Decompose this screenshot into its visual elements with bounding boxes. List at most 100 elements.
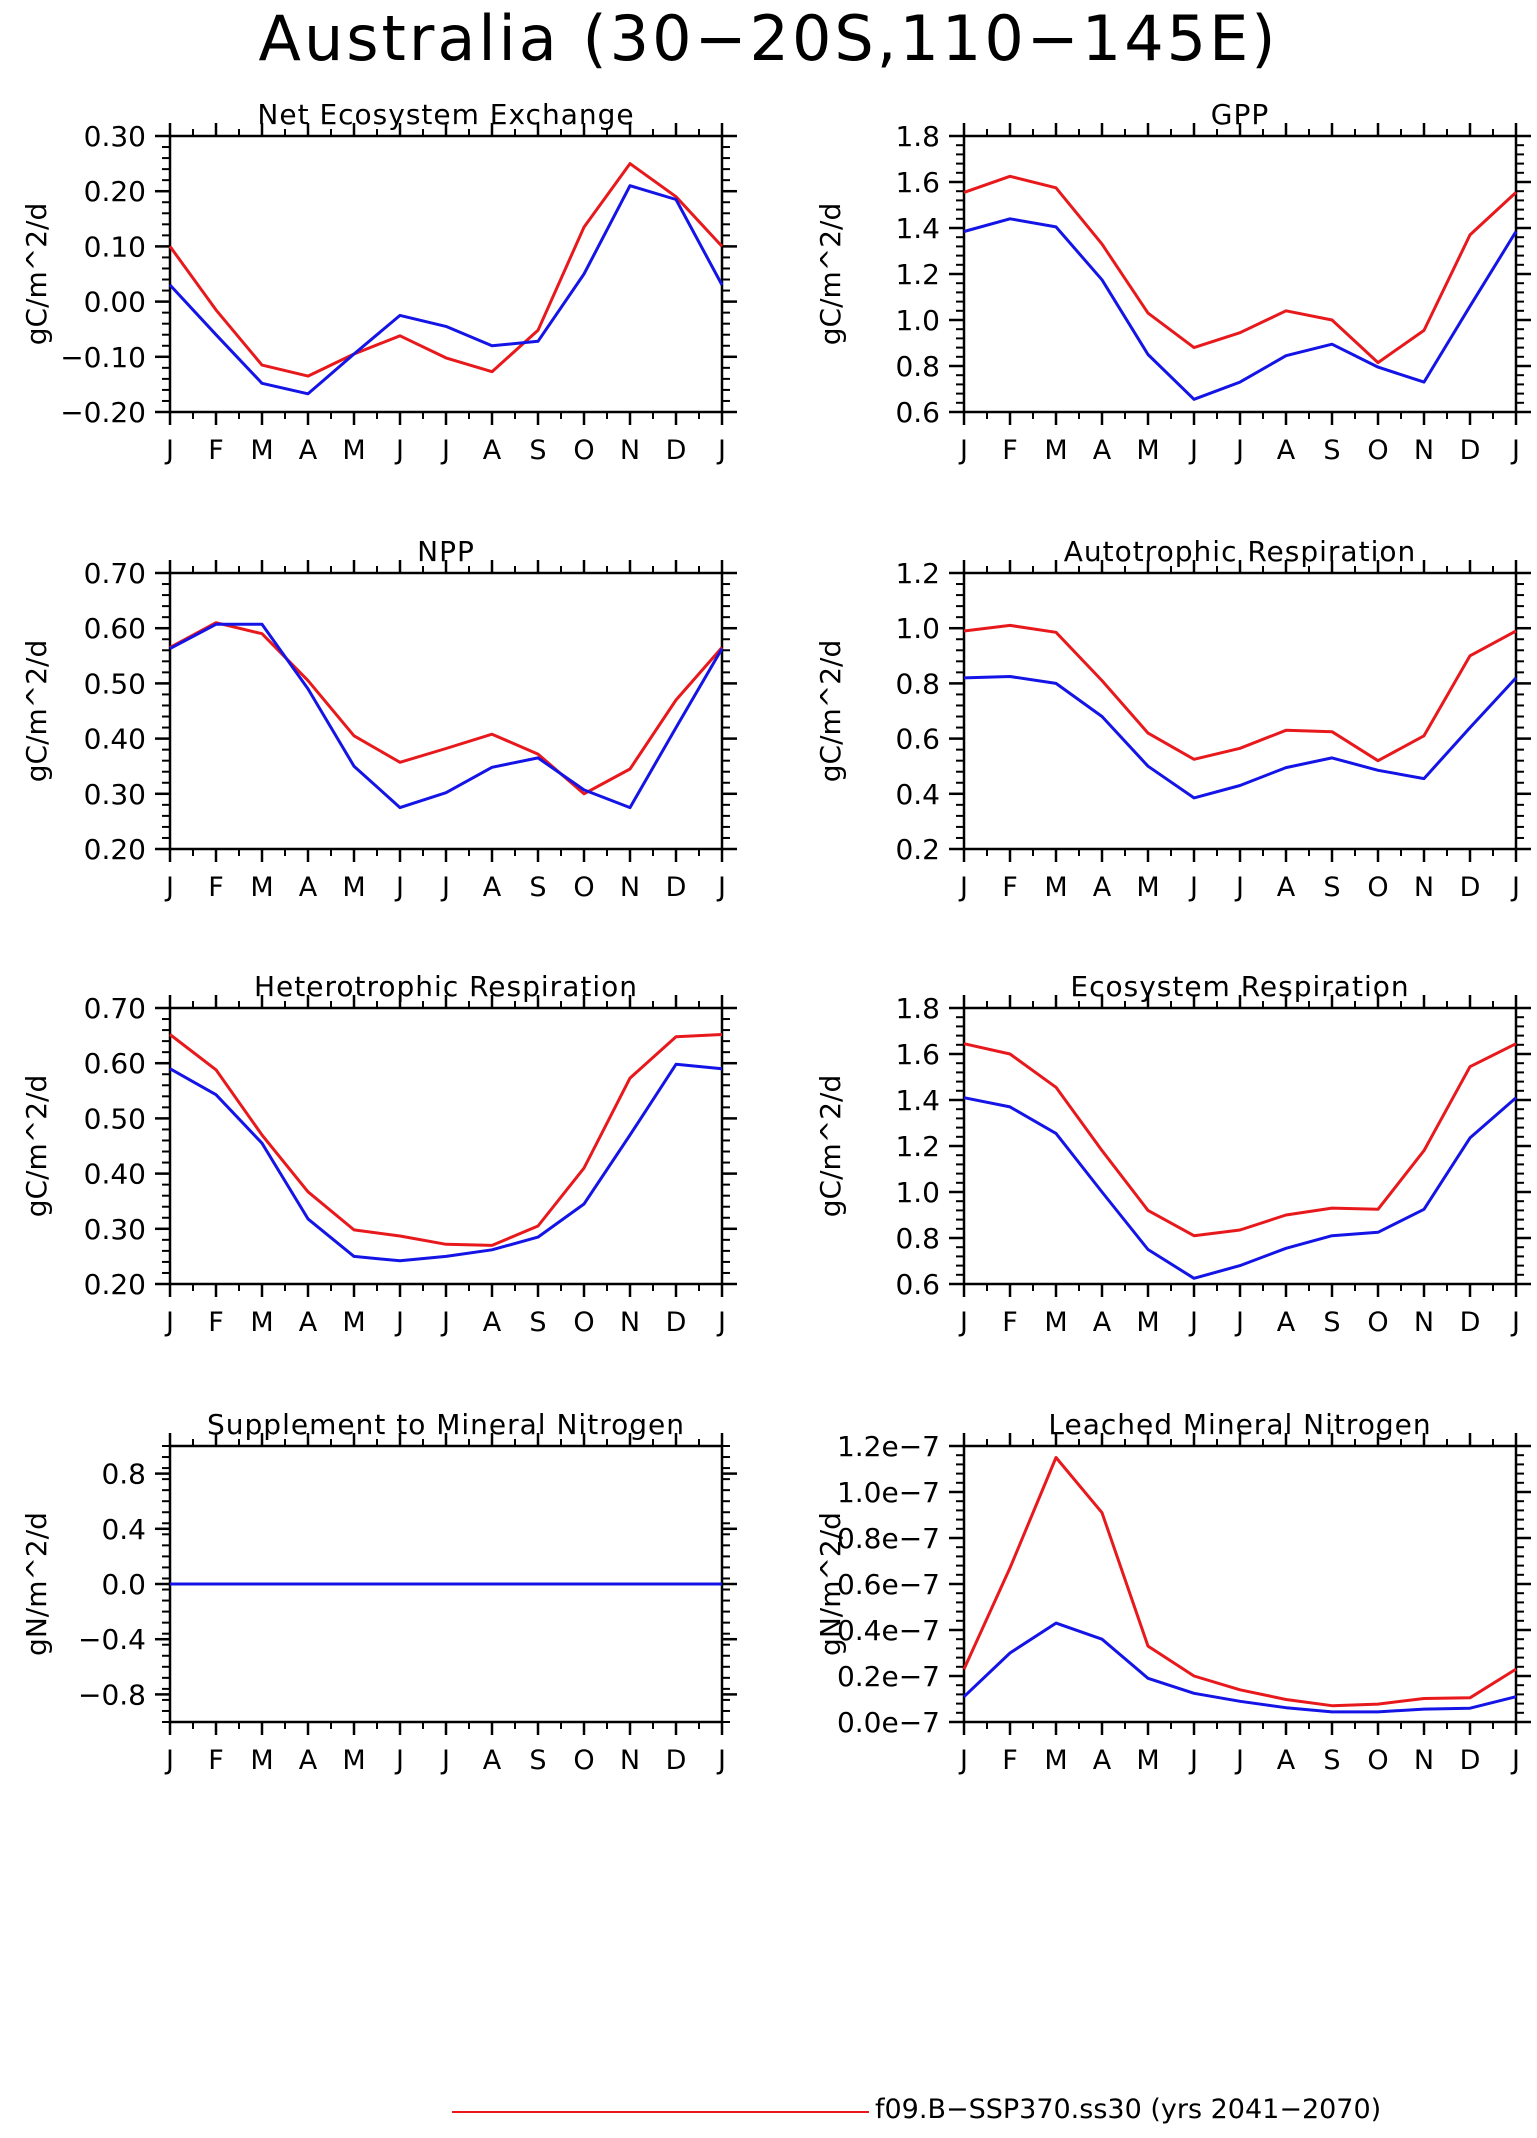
chart-svg: J F M A M J J A S O N D J0.60.81.01.21.41.61.8gC/m^2… xyxy=(814,970,1531,1338)
x-tick-label: M xyxy=(1044,1745,1067,1776)
chart-svg: J F M A M J J A S O N D J0.200.300.400.500.600.70gC/… xyxy=(20,535,737,903)
x-tick-label: J xyxy=(394,435,404,466)
chart-svg: J F M A M J J A S O N D J0.0e−70.2e−70.4e−70.6e−70.8… xyxy=(814,1408,1531,1776)
y-tick-label: 0.4 xyxy=(101,1513,146,1546)
x-tick-label: J xyxy=(164,435,174,466)
y-tick-label: 0.50 xyxy=(84,667,146,700)
plot-frame xyxy=(962,1444,1518,1724)
x-tick-label: J xyxy=(440,872,450,903)
series-line-blue xyxy=(963,217,1518,401)
x-tick-label: O xyxy=(1367,1745,1388,1776)
x-tick-label: F xyxy=(1002,1745,1018,1776)
x-tick-label: M xyxy=(1136,1307,1159,1338)
x-tick-label: A xyxy=(299,872,318,903)
x-tick-label: D xyxy=(666,435,687,466)
figure-title: Australia (30−20S,110−145E) xyxy=(258,2,1279,75)
x-tick-label: A xyxy=(299,1307,318,1338)
x-tick-label: F xyxy=(1002,435,1018,466)
panel-gpp: J F M A M J J A S O N D J 0.6 0.8 1.0 1.2 1.4 1.6 1.8 gC/m^2… xyxy=(814,98,1531,466)
x-tick-label: J xyxy=(958,872,968,903)
x-tick-label: M xyxy=(1044,1307,1067,1338)
series-line-red xyxy=(169,1033,723,1247)
y-axis-label: gN/m^2/d xyxy=(814,1512,847,1656)
panel-leached-mineral-nitrogen: J F M A M J J A S O N D J 0.0e−7 0.2e−7 0.4e−7 0.6e−7 0.8… xyxy=(814,1408,1531,1776)
y-tick-label: 0.4 xyxy=(895,778,940,811)
y-tick-label: 0.0 xyxy=(101,1568,146,1601)
y-tick-label: 0.10 xyxy=(84,230,146,263)
x-tick-label: J xyxy=(1188,1307,1198,1338)
x-tick-label: A xyxy=(1277,1745,1296,1776)
chart-svg: J F M A M J J A S O N D J−0.8−0.40.00.40.8gN/m^2/dSu… xyxy=(20,1408,737,1776)
y-tick-label: 0.6 xyxy=(895,396,940,429)
y-tick-label: 1.0 xyxy=(895,304,940,337)
plot-frame xyxy=(168,134,724,414)
x-tick-label: N xyxy=(620,1745,640,1776)
plot-frame xyxy=(962,134,1518,414)
y-tick-label: 0.20 xyxy=(84,1268,146,1301)
y-tick-label: 1.8 xyxy=(895,992,940,1025)
x-tick-label: A xyxy=(1277,435,1296,466)
y-axis-label: gC/m^2/d xyxy=(20,1075,53,1218)
x-tick-label: F xyxy=(208,435,224,466)
x-tick-label: A xyxy=(483,435,502,466)
x-tick-label: A xyxy=(1093,1745,1112,1776)
x-tick-label: S xyxy=(529,435,546,466)
x-tick-label: A xyxy=(1277,872,1296,903)
chart-svg: J F M A M J J A S O N D J0.200.300.400.500.600.70gC/… xyxy=(20,970,737,1338)
x-tick-label: J xyxy=(958,1307,968,1338)
y-axis-label: gC/m^2/d xyxy=(814,1075,847,1218)
x-tick-label: O xyxy=(573,1307,594,1338)
y-axis-label: gC/m^2/d xyxy=(814,640,847,783)
x-tick-label: J xyxy=(1234,1307,1244,1338)
x-tick-label: M xyxy=(342,435,365,466)
x-tick-label: S xyxy=(529,872,546,903)
legend-label: f09.B−SSP370.ss30 (yrs 2041−2070) xyxy=(875,2094,1382,2125)
x-tick-label: N xyxy=(1414,1307,1434,1338)
y-tick-label: 0.8e−7 xyxy=(837,1522,940,1555)
x-tick-label: M xyxy=(1136,435,1159,466)
y-tick-label: 1.2 xyxy=(895,557,940,590)
x-tick-label: S xyxy=(1323,1307,1340,1338)
x-tick-label: M xyxy=(250,1307,273,1338)
series-line-red xyxy=(963,623,1517,763)
x-tick-label: J xyxy=(440,435,450,466)
y-tick-label: −0.10 xyxy=(60,341,146,374)
panel-title: Ecosystem Respiration xyxy=(1070,970,1409,1003)
x-tick-label: J xyxy=(1188,435,1198,466)
x-tick-label: A xyxy=(1093,435,1112,466)
panel-title: Supplement to Mineral Nitrogen xyxy=(207,1408,685,1441)
panel-supplement-to-mineral-nitrogen: J F M A M J J A S O N D J −0.8 −0.4 0.0 0.4 0.8 gN/m^2/d Su… xyxy=(20,1408,737,1776)
y-tick-label: 1.6 xyxy=(895,166,940,199)
x-tick-label: M xyxy=(1136,872,1159,903)
x-tick-label: J xyxy=(958,1745,968,1776)
y-tick-label: 0.40 xyxy=(84,1158,146,1191)
x-tick-label: A xyxy=(1277,1307,1296,1338)
x-tick-label: J xyxy=(716,872,726,903)
y-tick-label: 0.6 xyxy=(895,723,940,756)
y-tick-label: 0.60 xyxy=(84,612,146,645)
chart-svg: J F M A M J J A S O N D J0.60.81.01.21.41.61.8gC/m^2… xyxy=(814,98,1531,466)
panel-title: Autotrophic Respiration xyxy=(1064,535,1416,568)
x-tick-label: J xyxy=(394,1745,404,1776)
series-line-blue xyxy=(963,675,1518,800)
y-axis-label: gC/m^2/d xyxy=(20,640,53,783)
y-tick-label: 1.0 xyxy=(895,1176,940,1209)
x-tick-label: J xyxy=(394,872,404,903)
y-tick-label: 0.8 xyxy=(895,1222,940,1255)
x-tick-label: F xyxy=(208,872,224,903)
plot-frame xyxy=(168,1006,724,1286)
panel-ecosystem-respiration: J F M A M J J A S O N D J 0.6 0.8 1.0 1.2 1.4 1.6 1.8 gC/m^2… xyxy=(814,970,1531,1338)
y-tick-label: −0.20 xyxy=(60,396,146,429)
x-tick-label: F xyxy=(208,1307,224,1338)
x-tick-label: S xyxy=(529,1307,546,1338)
x-tick-label: J xyxy=(440,1745,450,1776)
panel-title: Leached Mineral Nitrogen xyxy=(1048,1408,1431,1441)
y-axis-label: gC/m^2/d xyxy=(20,203,53,346)
x-tick-label: F xyxy=(1002,872,1018,903)
y-tick-label: 0.30 xyxy=(84,1213,146,1246)
x-tick-label: D xyxy=(1460,872,1481,903)
x-tick-label: D xyxy=(1460,435,1481,466)
x-tick-label: M xyxy=(1044,435,1067,466)
x-tick-label: D xyxy=(1460,1307,1481,1338)
x-tick-label: D xyxy=(666,872,687,903)
